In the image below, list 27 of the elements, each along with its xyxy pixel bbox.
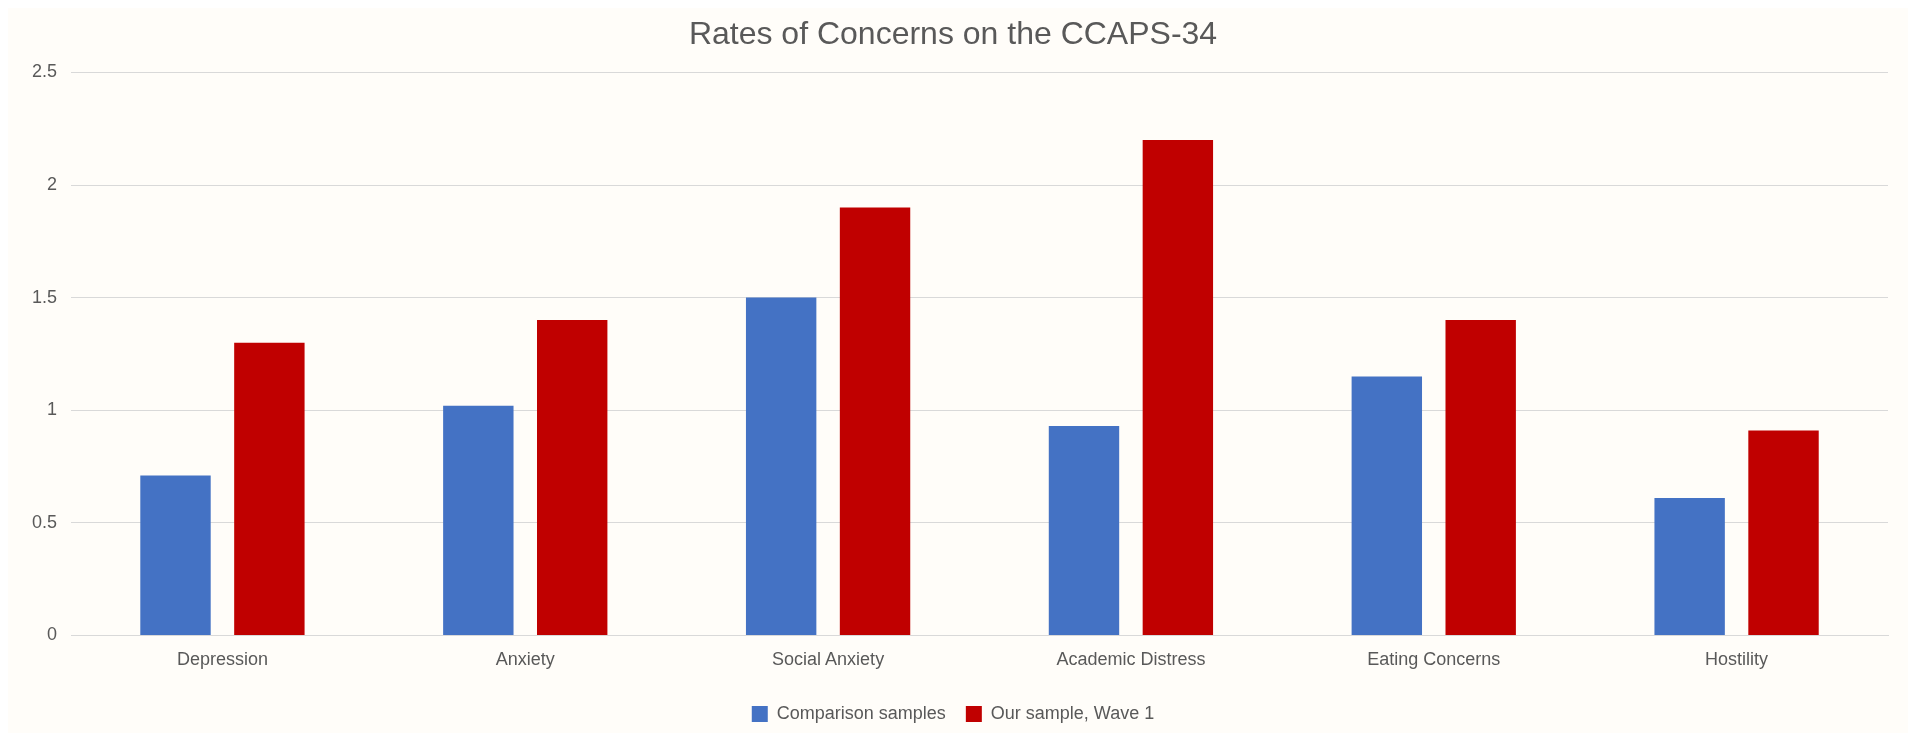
bar bbox=[1351, 376, 1423, 635]
y-tick-label: 2.5 bbox=[31, 61, 58, 82]
y-tick-label: 1 bbox=[47, 399, 58, 420]
bar bbox=[537, 320, 608, 635]
bar bbox=[1654, 498, 1725, 635]
bar bbox=[1048, 425, 1120, 635]
y-tick-label: 1.5 bbox=[31, 286, 58, 307]
bar bbox=[234, 342, 305, 635]
bar bbox=[443, 405, 514, 635]
x-tick-label: Social Anxiety bbox=[772, 649, 885, 670]
bar bbox=[1445, 320, 1516, 635]
legend-label: Comparison samples bbox=[776, 702, 946, 723]
x-tick-label: Depression bbox=[176, 649, 268, 670]
legend-label: Our sample, Wave 1 bbox=[990, 702, 1155, 723]
bar bbox=[745, 297, 817, 635]
bar bbox=[1748, 430, 1819, 635]
y-tick-label: 0 bbox=[47, 624, 58, 645]
x-tick-label: Academic Distress bbox=[1056, 649, 1206, 670]
x-tick-label: Hostility bbox=[1705, 649, 1769, 670]
bar bbox=[140, 475, 211, 635]
bar bbox=[839, 207, 911, 635]
chart-title: Rates of Concerns on the CCAPS-34 bbox=[688, 15, 1218, 52]
y-tick-label: 0.5 bbox=[31, 511, 58, 532]
bar bbox=[1142, 139, 1214, 635]
x-tick-label: Eating Concerns bbox=[1367, 649, 1501, 670]
y-tick-label: 2 bbox=[47, 173, 58, 194]
x-tick-label: Anxiety bbox=[495, 649, 555, 670]
